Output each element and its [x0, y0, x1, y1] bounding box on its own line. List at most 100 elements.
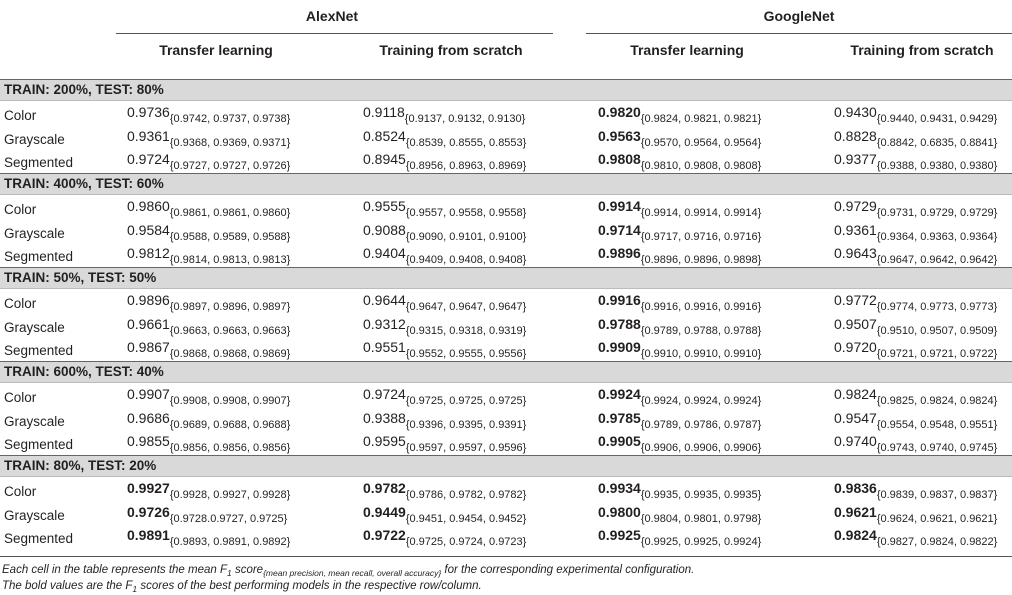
f1-score: 0.9726: [127, 503, 170, 520]
table-bottom-rule: [0, 556, 1012, 557]
table-cell: 0.9729{0.9731, 0.9729, 0.9729}: [834, 198, 997, 219]
table-cell: 0.9934{0.9935, 0.9935, 0.9935}: [598, 480, 762, 501]
table-cell: 0.9836{0.9839, 0.9837, 0.9837}: [834, 480, 998, 501]
table-cell: 0.9361{0.9364, 0.9363, 0.9364}: [834, 221, 998, 243]
row-label: Grayscale: [4, 225, 65, 241]
f1-score: 0.9891: [127, 527, 170, 543]
table-cell: 0.9820{0.9824, 0.9821, 0.9821}: [598, 104, 761, 125]
table-cell: 0.9907{0.9908, 0.9908, 0.9907}: [127, 386, 290, 407]
table-row: Color 0.9860{0.9861, 0.9861, 0.9860} 0.955…: [0, 198, 1012, 222]
metric-triple: {0.9663, 0.9663, 0.9663}: [169, 324, 291, 337]
table-cell: 0.8828{0.8842, 0.6835, 0.8841}: [834, 128, 997, 149]
metric-triple: {0.9554, 0.9548, 0.9551}: [876, 418, 998, 431]
table-cell: 0.9812{0.9814, 0.9813, 0.9813}: [127, 245, 290, 266]
table-cell: 0.9788{0.9789, 0.9788, 0.9788}: [598, 316, 761, 337]
table-cell: 0.9867{0.9868, 0.9868, 0.9869}: [127, 339, 290, 360]
table-cell: 0.9312{0.9315, 0.9318, 0.9319}: [363, 315, 526, 337]
f1-score: 0.9772: [834, 292, 877, 308]
table-cell: 0.9661{0.9663, 0.9663, 0.9663}: [127, 316, 291, 337]
metric-triple: {0.9827, 0.9824, 0.9822}: [876, 536, 998, 548]
metric-triple: {0.9717, 0.9716, 0.9716}: [640, 230, 762, 243]
table-cell: 0.9584{0.9588, 0.9589, 0.9588}: [127, 222, 290, 243]
table-cell: 0.9088{0.9090, 0.9101, 0.9100}: [363, 221, 526, 243]
table-cell: 0.9855{0.9856, 0.9856, 0.9856}: [127, 433, 291, 454]
table-cell: 0.9722{0.9725, 0.9724, 0.9723}: [363, 527, 526, 548]
table-cell: 0.9785{0.9789, 0.9786, 0.9787}: [598, 410, 762, 431]
table-row: Color 0.9736{0.9742, 0.9737, 0.9738} 0.911…: [0, 104, 1012, 128]
metric-triple: {0.9451, 0.9454, 0.9452}: [405, 512, 527, 525]
table-cell: 0.9595{0.9597, 0.9597, 0.9596}: [363, 433, 526, 454]
f1-score: 0.9867: [127, 339, 170, 355]
metric-triple: {0.9624, 0.9621, 0.9621}: [876, 512, 998, 525]
metric-triple: {0.9839, 0.9837, 0.9837}: [876, 489, 998, 501]
table-cell: 0.9808{0.9810, 0.9808, 0.9808}: [598, 151, 762, 172]
group-title: TRAIN: 400%, TEST: 60%: [4, 176, 164, 191]
f1-score: 0.9088: [363, 221, 406, 238]
table-cell: 0.9547{0.9554, 0.9548, 0.9551}: [834, 410, 998, 431]
group-title: TRAIN: 50%, TEST: 50%: [4, 270, 157, 285]
metric-triple: {0.9935, 0.9935, 0.9935}: [640, 489, 762, 501]
group-header: TRAIN: 400%, TEST: 60%: [0, 173, 1012, 195]
metric-triple: {0.9789, 0.9786, 0.9787}: [640, 418, 762, 431]
f1-score: 0.9312: [363, 315, 406, 332]
footnote-line-1: Each cell in the table represents the me…: [2, 564, 695, 578]
f1-score: 0.9720: [834, 339, 877, 355]
f1-score: 0.9736: [127, 104, 170, 120]
f1-score: 0.9905: [598, 433, 641, 449]
table-cell: 0.9800{0.9804, 0.9801, 0.9798}: [598, 504, 761, 525]
subheader-alexnet-transfer: Transfer learning: [159, 42, 273, 58]
f1-score: 0.9724: [127, 151, 170, 167]
group-header: TRAIN: 80%, TEST: 20%: [0, 455, 1012, 477]
f1-score: 0.9860: [127, 198, 170, 214]
metric-triple: {0.9364, 0.9363, 0.9364}: [876, 230, 998, 243]
metric-triple: {0.9727, 0.9727, 0.9726}: [169, 160, 291, 172]
metric-triple: {0.9897, 0.9896, 0.9897}: [169, 301, 291, 313]
row-label: Segmented: [4, 531, 74, 546]
subheader-googlenet-transfer: Transfer learning: [630, 42, 744, 58]
f1-score: 0.9595: [363, 433, 406, 449]
f1-score: 0.9643: [834, 245, 877, 261]
f1-score: 0.9824: [834, 386, 877, 402]
row-label: Segmented: [4, 437, 74, 452]
row-label: Grayscale: [4, 413, 65, 429]
table-cell: 0.9644{0.9647, 0.9647, 0.9647}: [363, 292, 526, 313]
table-cell: 0.9860{0.9861, 0.9861, 0.9860}: [127, 198, 290, 219]
row-label: Color: [4, 202, 37, 217]
header-googlenet: GoogleNet: [763, 8, 835, 24]
f1-score: 0.9740: [834, 433, 877, 449]
table-cell: 0.9555{0.9557, 0.9558, 0.9558}: [363, 198, 526, 219]
metric-triple: {0.9896, 0.9896, 0.9898}: [640, 254, 762, 266]
metric-triple: {0.9810, 0.9808, 0.9808}: [640, 160, 762, 172]
f1-score: 0.9644: [363, 292, 406, 308]
f1-score: 0.9907: [127, 386, 170, 402]
table-cell: 0.9724{0.9727, 0.9727, 0.9726}: [127, 151, 291, 172]
f1-score: 0.9551: [363, 339, 406, 355]
table-cell: 0.9404{0.9409, 0.9408, 0.9408}: [363, 245, 526, 266]
f1-score: 0.9361: [834, 221, 877, 238]
metric-triple: {0.9914, 0.9914, 0.9914}: [640, 207, 762, 219]
metric-triple: {0.9137, 0.9132, 0.9130}: [404, 113, 526, 125]
table-cell: 0.9891{0.9893, 0.9891, 0.9892}: [127, 527, 291, 548]
metric-triple: {0.9647, 0.9642, 0.9642}: [876, 254, 998, 266]
row-label: Grayscale: [4, 319, 65, 335]
table-row: Grayscale 0.9726{0.9728.0.9727, 0.9725} 0.…: [0, 504, 1012, 528]
metric-triple: {0.9856, 0.9856, 0.9856}: [169, 442, 291, 454]
metric-triple: {0.9689, 0.9688, 0.9688}: [169, 418, 291, 431]
metric-triple: {0.9916, 0.9916, 0.9916}: [640, 301, 762, 313]
table-cell: 0.9782{0.9786, 0.9782, 0.9782}: [363, 480, 526, 501]
header-alexnet: AlexNet: [305, 8, 359, 24]
row-label: Grayscale: [4, 507, 65, 523]
row-label: Color: [4, 390, 37, 405]
metric-triple: {0.9893, 0.9891, 0.9892}: [169, 536, 291, 548]
row-label: Segmented: [4, 343, 74, 358]
table-row: Segmented 0.9891{0.9893, 0.9891, 0.9892} 0…: [0, 527, 1012, 551]
table-cell: 0.9824{0.9827, 0.9824, 0.9822}: [834, 527, 998, 548]
metric-triple: {0.9721, 0.9721, 0.9722}: [876, 348, 998, 360]
f1-score: 0.9909: [598, 339, 641, 355]
f1-score: 0.9914: [598, 198, 641, 214]
metric-triple: {0.9510, 0.9507, 0.9509}: [876, 324, 998, 337]
table-footnotes: Each cell in the table represents the me…: [2, 562, 694, 594]
group-title: TRAIN: 80%, TEST: 20%: [4, 458, 157, 473]
f1-score: 0.9896: [127, 292, 170, 308]
group-title: TRAIN: 200%, TEST: 80%: [4, 82, 164, 97]
